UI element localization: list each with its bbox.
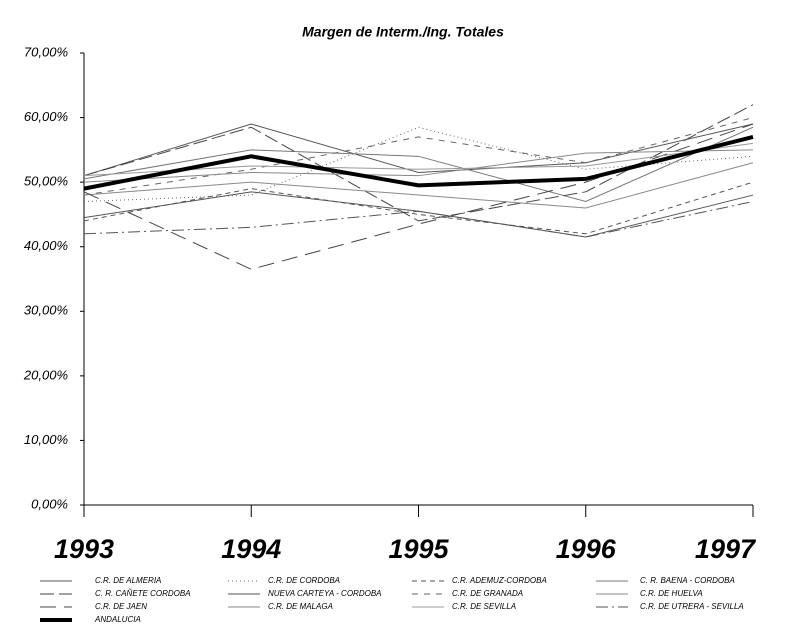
legend-label: NUEVA CARTEYA - CORDOBA	[268, 589, 382, 598]
y-tick-label: 20,00%	[23, 367, 68, 382]
legend-label: C. R. BAENA - CORDOBA	[640, 576, 735, 585]
x-tick-label: 1994	[221, 534, 281, 564]
legend-label: C.R. DE CORDOBA	[268, 576, 340, 585]
chart-title: Margen de Interm./Ing. Totales	[302, 24, 504, 40]
legend-label: C.R. DE JAEN	[95, 602, 147, 611]
series-line	[83, 149, 754, 183]
y-tick-label: 50,00%	[24, 174, 68, 189]
legend-label: C.R. DE UTRERA - SEVILLA	[640, 602, 744, 611]
x-tick-label: 1995	[388, 534, 449, 564]
series-line	[83, 123, 754, 270]
y-tick-label: 30,00%	[24, 303, 68, 318]
y-tick-label: 10,00%	[24, 432, 68, 447]
series-line	[83, 123, 754, 177]
legend-label: C.R. ADEMUZ-CORDOBA	[452, 576, 547, 585]
x-tick-label: 1996	[556, 534, 617, 564]
x-tick-label: 1993	[54, 534, 114, 564]
series-line	[83, 135, 754, 191]
y-tick-label: 60,00%	[24, 109, 68, 124]
series-line	[83, 162, 754, 209]
y-tick-label: 0,00%	[31, 496, 68, 511]
x-tick-label: 1997	[695, 534, 757, 564]
legend-label: C.R. DE MALAGA	[268, 602, 333, 611]
series-line	[83, 126, 754, 203]
y-tick-label: 40,00%	[24, 238, 68, 253]
legend-label: C.R. DE SEVILLA	[452, 602, 516, 611]
legend-label: C.R. DE HUELVA	[640, 589, 703, 598]
legend-label: C.R. DE GRANADA	[452, 589, 523, 598]
series-line	[83, 191, 754, 238]
legend-label: C.R. DE ALMERIA	[95, 576, 161, 585]
legend-label: ANDALUCIA	[94, 615, 141, 624]
series-line	[83, 142, 754, 177]
series-line	[83, 117, 754, 196]
series-line	[83, 201, 754, 238]
legend-label: C. R. CAÑETE CORDOBA	[95, 589, 191, 598]
y-tick-label: 70,00%	[24, 44, 68, 59]
